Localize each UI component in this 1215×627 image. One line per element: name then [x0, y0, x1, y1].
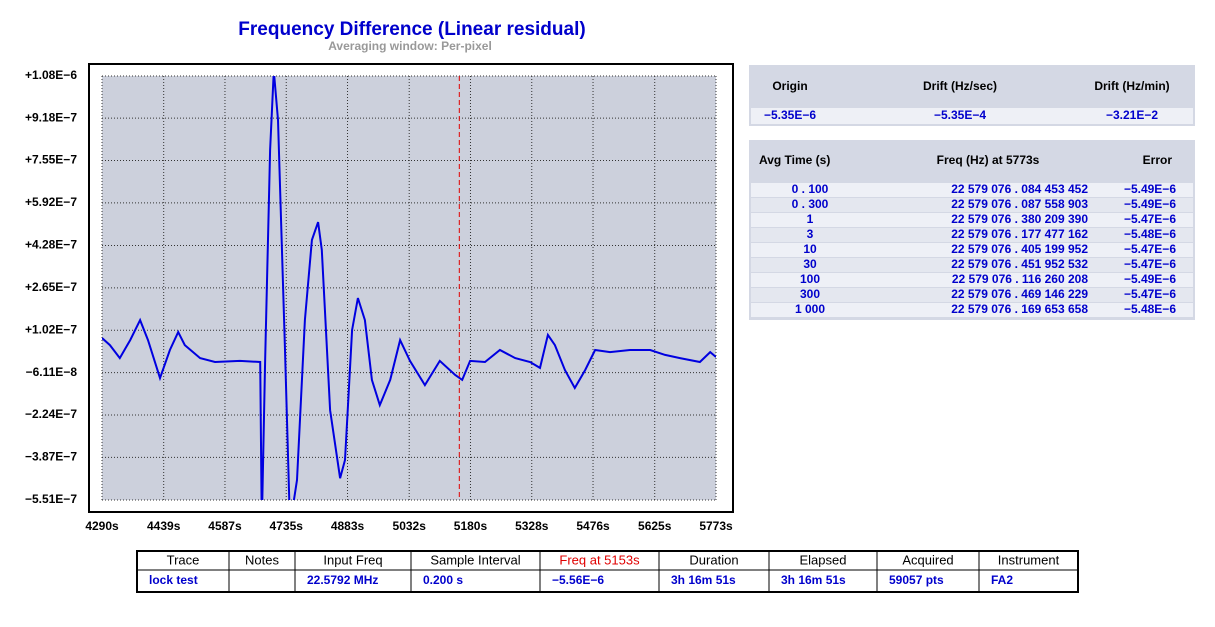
info-header: Sample Interval [430, 552, 520, 567]
avg-row-bg [751, 258, 1193, 272]
x-tick-label: 5180s [454, 519, 488, 533]
avg-freq: 22 579 076 . 469 146 229 [951, 287, 1088, 301]
avg-error: −5.49E−6 [1124, 182, 1176, 196]
drift-header: Drift (Hz/min) [1094, 79, 1169, 93]
info-value: FA2 [991, 573, 1013, 587]
avg-row-bg [751, 288, 1193, 302]
y-tick-label: +7.55E−7 [25, 153, 77, 167]
y-tick-label: +1.08E−6 [25, 68, 77, 82]
avg-error: −5.49E−6 [1124, 272, 1176, 286]
avg-row-bg [751, 198, 1193, 212]
y-tick-label: +5.92E−7 [25, 195, 77, 209]
y-tick-label: +9.18E−7 [25, 110, 77, 124]
avg-error: −5.48E−6 [1124, 227, 1176, 241]
avg-time: 10 [803, 242, 817, 256]
info-header: Duration [689, 552, 738, 567]
y-tick-label: +1.02E−7 [25, 322, 77, 336]
trace-line [102, 76, 716, 500]
drift-header: Drift (Hz/sec) [923, 79, 997, 93]
info-value: 59057 pts [889, 573, 944, 587]
info-header: Trace [167, 552, 200, 567]
y-tick-label: −3.87E−7 [25, 450, 77, 464]
chart-subtitle: Averaging window: Per-pixel [328, 39, 492, 53]
x-tick-label: 5032s [393, 519, 427, 533]
info-value: 0.200 s [423, 573, 463, 587]
y-tick-label: +4.28E−7 [25, 238, 77, 252]
avg-time: 30 [803, 257, 817, 271]
avg-freq: 22 579 076 . 084 453 452 [951, 182, 1088, 196]
y-tick-label: +2.65E−7 [25, 280, 77, 294]
x-tick-label: 5328s [515, 519, 549, 533]
info-value: 3h 16m 51s [781, 573, 846, 587]
x-tick-label: 5625s [638, 519, 672, 533]
info-value: lock test [149, 573, 198, 587]
avg-error: −5.47E−6 [1124, 257, 1176, 271]
avg-time: 0 . 300 [792, 197, 829, 211]
avg-error: −5.47E−6 [1124, 242, 1176, 256]
y-tick-label: −6.11E−8 [26, 365, 78, 379]
avg-time: 0 . 100 [792, 182, 829, 196]
avg-error: −5.48E−6 [1124, 302, 1176, 316]
x-tick-label: 4290s [85, 519, 119, 533]
avg-error: −5.47E−6 [1124, 287, 1176, 301]
avg-row-bg [751, 213, 1193, 227]
drift-header: Origin [772, 79, 807, 93]
chart-title: Frequency Difference (Linear residual) [238, 19, 585, 40]
avg-time: 3 [807, 227, 814, 241]
info-value: 22.5792 MHz [307, 573, 378, 587]
x-tick-label: 4735s [270, 519, 304, 533]
x-tick-label: 4439s [147, 519, 181, 533]
avg-time: 1 [807, 212, 814, 226]
avg-freq: 22 579 076 . 169 653 658 [951, 302, 1088, 316]
avg-freq: 22 579 076 . 405 199 952 [951, 242, 1088, 256]
avg-freq: 22 579 076 . 116 260 208 [952, 272, 1088, 286]
avg-header: Freq (Hz) at 5773s [937, 153, 1040, 167]
avg-time: 300 [800, 287, 820, 301]
avg-row-bg [751, 303, 1193, 317]
drift-value: −5.35E−6 [764, 108, 816, 122]
avg-freq: 22 579 076 . 451 952 532 [951, 257, 1088, 271]
drift-row-bg [751, 108, 1193, 124]
avg-freq: 22 579 076 . 380 209 390 [951, 212, 1088, 226]
avg-row-bg [751, 183, 1193, 197]
info-header: Input Freq [323, 552, 382, 567]
avg-time: 100 [800, 272, 820, 286]
avg-freq: 22 579 076 . 087 558 903 [951, 197, 1088, 211]
avg-error: −5.47E−6 [1124, 212, 1176, 226]
avg-error: −5.49E−6 [1124, 197, 1176, 211]
avg-row-bg [751, 273, 1193, 287]
x-tick-label: 4587s [208, 519, 242, 533]
avg-row-bg [751, 243, 1193, 257]
info-header: Instrument [998, 552, 1060, 567]
info-header: Freq at 5153s [559, 552, 640, 567]
avg-header: Avg Time (s) [759, 153, 830, 167]
avg-time: 1 000 [795, 302, 825, 316]
info-header: Acquired [902, 552, 953, 567]
avg-row-bg [751, 228, 1193, 242]
info-value: 3h 16m 51s [671, 573, 736, 587]
info-header: Notes [245, 552, 279, 567]
avg-header: Error [1143, 153, 1173, 167]
x-tick-label: 5773s [699, 519, 733, 533]
drift-value: −3.21E−2 [1106, 108, 1158, 122]
drift-value: −5.35E−4 [934, 108, 986, 122]
y-tick-label: −5.51E−7 [25, 492, 77, 506]
y-tick-label: −2.24E−7 [25, 407, 77, 421]
info-value: −5.56E−6 [552, 573, 604, 587]
avg-freq: 22 579 076 . 177 477 162 [951, 227, 1088, 241]
info-table [136, 550, 1079, 593]
x-tick-label: 5476s [576, 519, 610, 533]
info-header: Elapsed [800, 552, 847, 567]
x-tick-label: 4883s [331, 519, 365, 533]
